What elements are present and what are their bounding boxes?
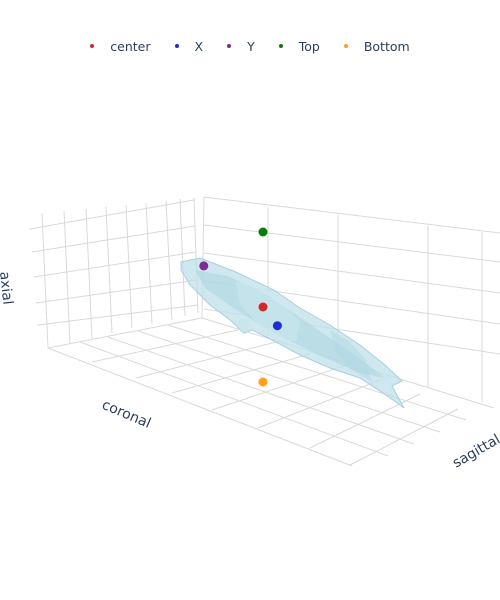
point-y[interactable] — [199, 261, 209, 271]
legend-marker — [174, 44, 179, 48]
axis-title-axial: axial — [0, 271, 15, 306]
legend-item-top[interactable]: Top — [278, 38, 320, 54]
legend-marker — [343, 44, 348, 48]
legend-label: Y — [247, 38, 255, 54]
axis-title-coronal: coronal — [99, 397, 153, 432]
mesh-surface — [180, 257, 405, 409]
legend-label: center — [110, 38, 151, 54]
point-x[interactable] — [272, 321, 282, 331]
data-points[interactable] — [199, 227, 282, 387]
legend-item-y[interactable]: Y — [227, 39, 255, 54]
legend-item-bottom[interactable]: Bottom — [343, 38, 410, 54]
legend-item-center[interactable]: center — [90, 38, 151, 54]
legend-item-x[interactable]: X — [174, 38, 204, 54]
point-bottom[interactable] — [258, 377, 268, 387]
point-center[interactable] — [258, 302, 268, 312]
legend-label: Top — [298, 38, 320, 54]
point-top[interactable] — [258, 227, 268, 237]
legend-marker — [278, 44, 283, 48]
legend-label: Bottom — [363, 38, 410, 54]
legend-marker — [227, 44, 232, 48]
legend-marker — [90, 44, 95, 48]
legend-label: X — [194, 38, 204, 54]
legend: center X Y Top Bottom — [0, 36, 500, 56]
axis-title-sagittal: sagittal — [450, 432, 500, 472]
